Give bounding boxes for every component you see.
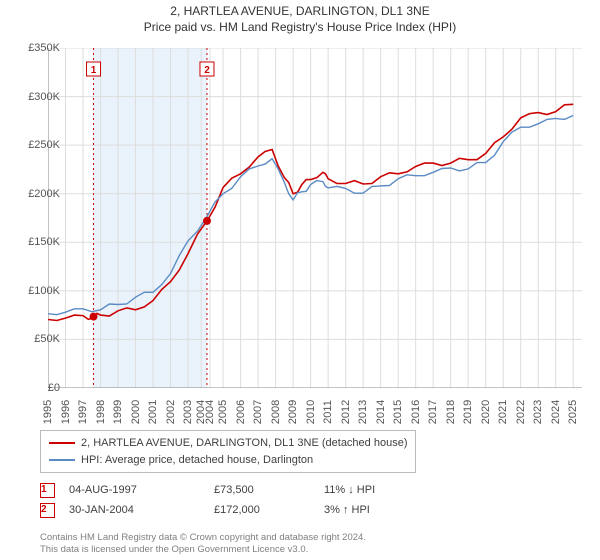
svg-text:2: 2 [204, 65, 210, 76]
plot-svg: 12 [48, 48, 582, 388]
chart-area: 12 [48, 48, 582, 388]
x-tick-label: 2013 [357, 400, 369, 424]
x-tick-label: 2016 [410, 400, 422, 424]
footer-line: Contains HM Land Registry data © Crown c… [40, 532, 366, 544]
y-tick-label: £300K [0, 91, 60, 103]
x-tick-label: 2010 [305, 400, 317, 424]
legend-row: HPI: Average price, detached house, Darl… [49, 452, 407, 469]
transactions-table: 1 04-AUG-1997 £73,500 11% ↓ HPI 2 30-JAN… [40, 480, 434, 520]
x-tick-label: 2008 [270, 400, 282, 424]
sale-marker-badge: 1 [40, 483, 55, 498]
title-sub: Price paid vs. HM Land Registry's House … [0, 20, 600, 34]
table-row: 1 04-AUG-1997 £73,500 11% ↓ HPI [40, 480, 434, 500]
x-tick-label: 1999 [112, 400, 124, 424]
footer: Contains HM Land Registry data © Crown c… [40, 532, 366, 556]
x-tick-label: 2001 [147, 400, 159, 424]
table-row: 2 30-JAN-2004 £172,000 3% ↑ HPI [40, 500, 434, 520]
sale-marker-badge: 2 [40, 503, 55, 518]
legend-label: HPI: Average price, detached house, Darl… [81, 452, 313, 469]
x-tick-label: 2022 [515, 400, 527, 424]
x-tick-label: 2025 [567, 400, 579, 424]
legend-swatch-icon [49, 459, 75, 461]
footer-line: This data is licensed under the Open Gov… [40, 544, 366, 556]
tx-delta: 11% ↓ HPI [324, 484, 434, 496]
y-tick-label: £50K [0, 333, 60, 345]
x-tick-label: 2006 [235, 400, 247, 424]
x-tick-label: 2021 [497, 400, 509, 424]
x-tick-label: 2012 [340, 400, 352, 424]
x-tick-label: 2002 [165, 400, 177, 424]
legend-label: 2, HARTLEA AVENUE, DARLINGTON, DL1 3NE (… [81, 435, 407, 452]
tx-date: 04-AUG-1997 [69, 484, 214, 496]
legend-row: 2, HARTLEA AVENUE, DARLINGTON, DL1 3NE (… [49, 435, 407, 452]
x-tick-label: 2020 [480, 400, 492, 424]
x-tick-label: 2018 [445, 400, 457, 424]
x-tick-label: 2015 [392, 400, 404, 424]
y-tick-label: £350K [0, 42, 60, 54]
x-tick-label: 1998 [95, 400, 107, 424]
x-tick-label: 2004 [204, 400, 216, 424]
y-tick-label: £150K [0, 236, 60, 248]
x-tick-label: 2024 [550, 400, 562, 424]
x-tick-label: 1997 [77, 400, 89, 424]
x-tick-label: 2009 [287, 400, 299, 424]
chart-container: 2, HARTLEA AVENUE, DARLINGTON, DL1 3NE P… [0, 0, 600, 560]
x-tick-label: 2007 [252, 400, 264, 424]
x-tick-label: 1995 [42, 400, 54, 424]
y-tick-label: £250K [0, 139, 60, 151]
tx-price: £73,500 [214, 484, 324, 496]
x-tick-label: 2005 [217, 400, 229, 424]
y-tick-label: £200K [0, 188, 60, 200]
title-block: 2, HARTLEA AVENUE, DARLINGTON, DL1 3NE P… [0, 0, 600, 34]
svg-text:1: 1 [91, 65, 97, 76]
x-tick-label: 2014 [375, 400, 387, 424]
y-tick-label: £100K [0, 285, 60, 297]
x-tick-label: 2019 [462, 400, 474, 424]
x-tick-label: 1996 [60, 400, 72, 424]
tx-delta: 3% ↑ HPI [324, 504, 434, 516]
x-tick-label: 2003 [182, 400, 194, 424]
y-tick-label: £0 [0, 382, 60, 394]
tx-date: 30-JAN-2004 [69, 504, 214, 516]
title-main: 2, HARTLEA AVENUE, DARLINGTON, DL1 3NE [0, 4, 600, 18]
x-tick-label: 2023 [532, 400, 544, 424]
x-tick-label: 2000 [130, 400, 142, 424]
tx-price: £172,000 [214, 504, 324, 516]
x-tick-label: 2017 [427, 400, 439, 424]
legend-swatch-icon [49, 442, 75, 444]
legend: 2, HARTLEA AVENUE, DARLINGTON, DL1 3NE (… [40, 430, 416, 473]
x-tick-label: 2011 [322, 400, 334, 424]
